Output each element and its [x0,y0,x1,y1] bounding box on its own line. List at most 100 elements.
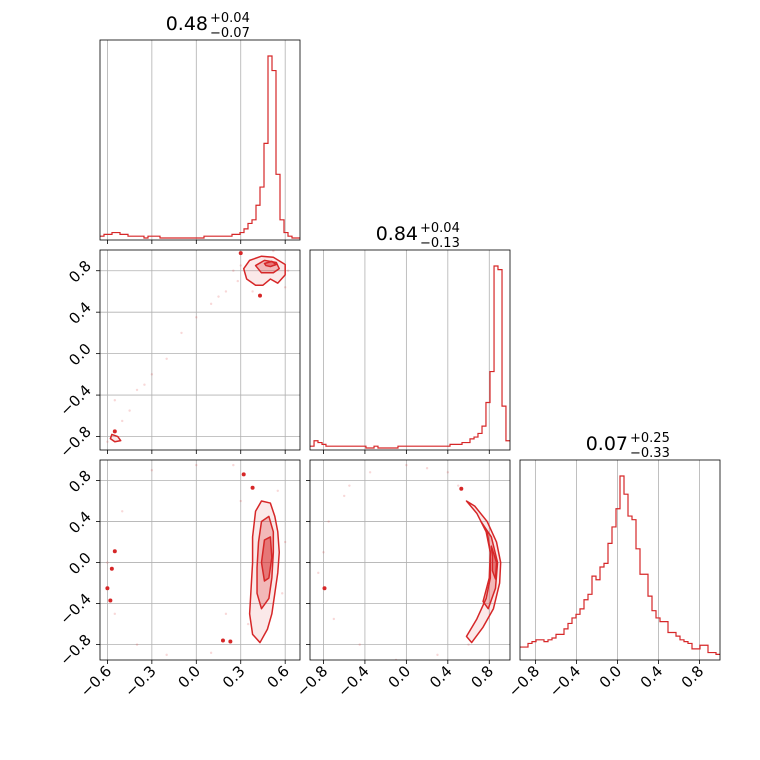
density-island [112,549,117,554]
histogram-bar [544,642,548,658]
histogram-step-line [310,265,510,449]
panel-frame [309,249,511,451]
histogram-bar [506,441,510,448]
sample-point [106,561,109,564]
histogram-bar [498,270,502,448]
panel-frame [99,459,301,661]
contour-middle [480,520,499,610]
histogram-bar [318,443,322,448]
histogram-bar [612,527,616,658]
histogram-panel-1 [309,249,511,454]
histogram-panel-2: −0.8 −0.4 0.0 0.4 0.8 [505,459,721,701]
sample-point [113,399,117,402]
sample-point [446,471,450,474]
histogram-bar [668,633,672,658]
histogram-bar [692,649,696,658]
density-island [105,586,110,591]
panel-content [317,463,502,660]
histogram-bar [684,642,688,658]
histogram-bar [560,634,564,658]
sample-point [217,295,220,298]
x-tick-label: 0.6 [263,662,293,692]
sample-point [358,643,361,646]
density-island [322,586,327,591]
density-island [459,486,464,491]
scatter-panel-0-1: −0.8 −0.4 0.0 0.4 0.8 [56,249,301,461]
x-tick-label: −0.6 [77,662,115,700]
sample-point [143,383,146,386]
panel-title-0: 0.48 +0.04−0.07 [166,11,250,41]
sample-point [436,653,439,657]
y-tick-label: −0.4 [56,590,94,628]
y-tick-label: −0.8 [56,423,94,461]
title-lower-error: −0.07 [210,26,250,41]
sample-point [239,499,242,503]
histogram-bar [660,622,664,658]
title-upper-error: +0.25 [630,431,670,446]
scatter-panel-0-2: −0.6 −0.3 0.0 0.3 0.6 −0.8−0.4 0.0 0.4 0.8 [56,459,301,701]
sample-point [467,643,470,646]
density-island [220,638,225,643]
x-tick-label: −0.4 [546,662,584,700]
sample-point [276,489,279,492]
sample-point [342,494,346,498]
sample-point [121,419,124,423]
sample-point [106,440,109,443]
sample-point [327,520,330,523]
density-island [241,472,246,477]
histogram-bar [552,638,556,658]
sample-point [272,250,275,253]
x-tick-label: −0.4 [334,662,372,700]
panel-frame [99,249,301,451]
histogram-bar [576,614,580,658]
sample-point [405,463,408,467]
histogram-bar [532,642,536,658]
sample-point [150,469,154,472]
x-tick-label: 0.4 [426,662,456,692]
y-tick-label: −0.8 [56,631,94,669]
histogram-bar [640,574,644,658]
title-upper-error: +0.04 [420,221,460,236]
histogram-bar [580,609,584,658]
histogram-bar [628,516,632,658]
x-tick-label: −0.8 [293,662,331,700]
sample-point [209,651,213,655]
sample-point [232,463,235,467]
title-lower-error: −0.13 [420,236,460,251]
x-tick-label: 0.0 [596,662,626,692]
histogram-bar [536,640,540,658]
density-island [108,598,113,603]
x-tick-label: 0.3 [219,662,249,692]
sample-point [239,264,242,267]
sample-point [348,484,351,487]
contour-outer [109,433,122,443]
histogram-bar [624,494,628,658]
sample-point [195,463,198,467]
sample-point [425,467,429,470]
x-tick-label: 0.0 [175,662,205,692]
density-island [228,639,233,644]
sample-point [135,388,139,392]
sample-point [283,286,287,289]
histogram-bar [490,372,494,448]
histogram-bar [656,618,660,658]
x-tick-label: 0.8 [678,662,708,692]
title-upper-error: +0.04 [210,11,250,26]
titles-layer: 0.48 +0.04−0.070.84 +0.04−0.130.07 +0.25−0.… [166,11,670,461]
sample-point [317,571,320,575]
sample-point [368,471,372,474]
sample-point [113,612,117,616]
sample-point [283,540,287,544]
sample-point [281,592,284,595]
sample-point [121,510,124,513]
histogram-bar [524,647,528,658]
sample-point [224,290,228,293]
histogram-bar [680,640,684,658]
histogram-bar [478,433,482,448]
histogram-bar [616,509,620,658]
sample-point [286,269,290,272]
density-island [250,485,255,490]
histogram-bar [604,563,608,658]
y-tick-label: 0.8 [65,467,95,497]
